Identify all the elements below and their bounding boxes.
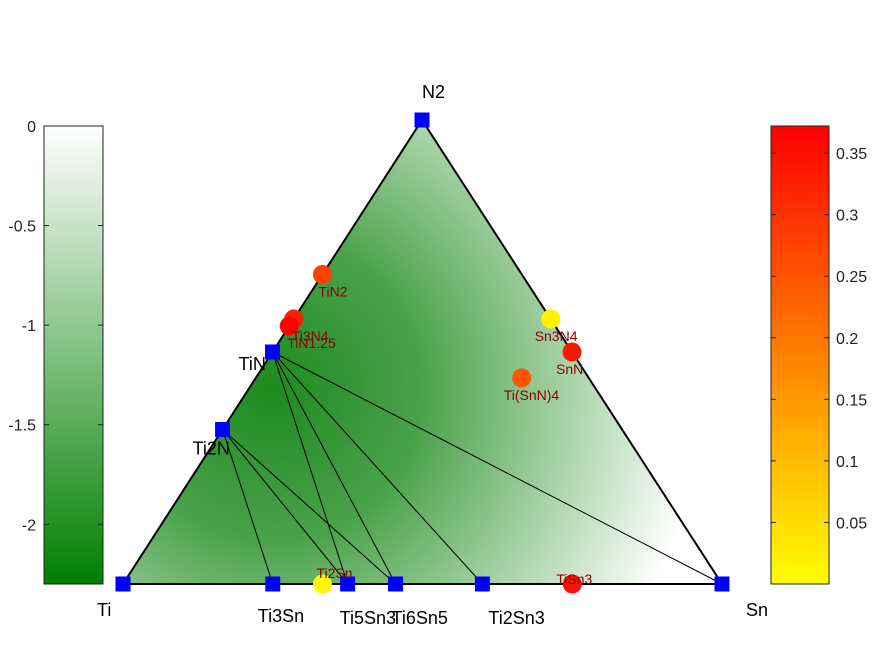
unstable-label-sn3n4: Sn3N4: [535, 328, 578, 344]
unstable-label-ti3n4: Ti3N4: [292, 328, 329, 344]
stable-label-ti: Ti: [97, 600, 111, 620]
unstable-label-tin1-25: TiN1.25: [287, 335, 336, 351]
formation-energy-tick-label: -2: [22, 517, 36, 534]
unstable-marker-tisn3: [562, 574, 582, 594]
stable-label-ti2sn3: Ti2Sn3: [488, 608, 544, 628]
formation-energy-colorbar: 0 -0.5 -1 -1.5 -2: [8, 119, 104, 585]
hull-energy-tick-label: 0.35: [836, 146, 867, 163]
tie-line-ti2n-ti5sn3: [222, 429, 349, 585]
hull-energy-tick-label: 0.05: [836, 515, 867, 532]
formation-energy-tick-label: -0.5: [8, 219, 36, 236]
unstable-marker-sn3n4: [541, 309, 561, 329]
tie-line-tin-sn: [272, 351, 723, 585]
hull-energy-tick-label: 0.1: [836, 454, 858, 471]
stable-label-n2: N2: [422, 82, 445, 102]
unstable-label-snn: SnN: [556, 361, 583, 377]
unstable-label-tisn3: TiSn3: [556, 571, 592, 587]
tie-line-tin-ti5sn3: [272, 351, 349, 585]
tie-line-ti2n-ti6sn5: [222, 429, 396, 585]
unstable-marker-snn: [562, 342, 582, 362]
formation-energy-tick-label: -1.5: [8, 418, 36, 435]
stable-label-sn: Sn: [746, 600, 768, 620]
hull-energy-tick-label: 0.25: [836, 269, 867, 286]
stable-marker-ti3sn: [265, 576, 281, 592]
unstable-marker-ti-snn-4: [512, 368, 532, 388]
tie-lines: [222, 351, 723, 585]
hull-energy-tick-label: 0.2: [836, 331, 858, 348]
stable-marker-ti5sn3: [340, 576, 356, 592]
stable-label-ti6sn5: Ti6Sn5: [392, 608, 448, 628]
formation-energy-surface: [123, 120, 722, 584]
stable-label-ti2n: Ti2N: [193, 438, 230, 458]
hull-energy-colorbar: 0.35 0.3 0.25 0.2 0.15 0.1 0.05: [770, 125, 867, 585]
stable-marker-ti: [115, 576, 131, 592]
stable-label-ti3sn: Ti3Sn: [258, 606, 304, 626]
composition-triangle: [121, 118, 724, 585]
hull-energy-colorbar-fill: [770, 125, 830, 585]
unstable-marker-tin1-25: [279, 316, 299, 336]
hull-energy-tick-label: 0.15: [836, 392, 867, 409]
stable-marker-ti2sn3: [474, 576, 490, 592]
stable-marker-sn: [714, 576, 730, 592]
unstable-marker-ti2sn: [312, 574, 332, 594]
formation-energy-colorbar-fill: [43, 125, 104, 585]
stable-label-ti5sn3: Ti5Sn3: [340, 608, 396, 628]
unstable-label-ti-snn-4: Ti(SnN)4: [504, 387, 560, 403]
stable-marker-n2: [414, 112, 430, 128]
tie-line-tin-ti6sn5: [272, 351, 396, 585]
stable-label-tin: TiN: [239, 354, 266, 374]
formation-energy-tick-label: -1: [22, 318, 36, 335]
tie-line-ti2n-ti3sn: [222, 429, 274, 585]
stable-marker-ti2n: [215, 421, 231, 437]
stable-phase-markers: [115, 112, 730, 592]
tie-line-tin-ti2sn3: [272, 351, 483, 585]
stable-marker-ti6sn5: [388, 576, 404, 592]
stable-marker-tin: [265, 344, 280, 360]
hull-energy-tick-label: 0.3: [836, 208, 858, 225]
unstable-phase-markers: [279, 265, 582, 594]
unstable-marker-tin2: [312, 265, 332, 285]
formation-energy-tick-label: 0: [27, 119, 36, 136]
unstable-label-tin2: TiN2: [318, 284, 347, 300]
unstable-label-ti2sn: Ti2Sn: [316, 565, 352, 581]
